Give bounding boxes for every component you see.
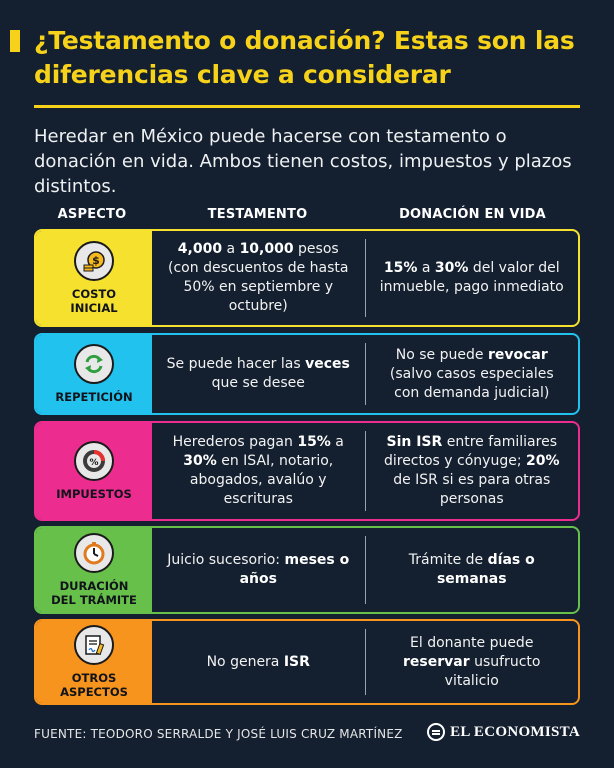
donation-cell: No se puede revocar (salvo casos especia…: [366, 335, 579, 413]
text-run: pesos (con descuentos de hasta 50% en se…: [168, 241, 349, 314]
bold-text: reservar: [403, 653, 470, 670]
comparison-row: OTROS ASPECTOS No genera ISR El donante pu…: [34, 619, 580, 705]
brand-name: EL ECONOMISTA: [450, 723, 580, 740]
text-run: No se puede: [395, 346, 488, 363]
text-run: usufructo vitalicio: [444, 653, 541, 689]
donation-cell: El donante puede reservar usufructo vita…: [366, 621, 579, 703]
aspect-label: OTROS ASPECTOS: [60, 671, 128, 699]
donation-cell: Sin ISR entre familiares directos y cóny…: [366, 423, 579, 519]
bold-text: Sin ISR: [386, 434, 443, 450]
coins-dollar-icon: $: [74, 241, 114, 281]
text-run: a: [222, 241, 240, 257]
svg-text:%: %: [89, 458, 98, 468]
comparison-row: % IMPUESTOS Herederos pagan 15% a 30% en I…: [34, 421, 580, 521]
header-donation: DONACIÓN EN VIDA: [399, 207, 546, 222]
bold-text: 30%: [434, 260, 469, 276]
brand-mark-icon: [427, 723, 446, 741]
aspect-label: COSTO INICIAL: [70, 287, 118, 315]
will-cell: Herederos pagan 15% a 30% en ISAI, notar…: [152, 423, 365, 519]
column-divider: [364, 629, 366, 695]
text-run: Se puede hacer las: [166, 356, 306, 372]
donation-cell: Trámite de días o semanas: [366, 528, 579, 612]
text-run: No genera: [206, 653, 284, 670]
donation-cell: 15% a 30% del valor del inmueble, pago i…: [366, 231, 579, 325]
bold-text: 30%: [183, 453, 217, 469]
repeat-arrows-icon: [74, 344, 114, 384]
clock-icon: [74, 533, 114, 573]
aspect-label: REPETICIÓN: [55, 390, 133, 404]
bold-text: veces: [305, 356, 350, 372]
will-cell: 4,000 a 10,000 pesos (con descuentos de …: [152, 231, 365, 325]
column-divider: [364, 343, 366, 405]
bold-text: 4,000: [177, 241, 223, 257]
aspect-cell: OTROS ASPECTOS: [36, 621, 152, 703]
bold-text: meses o años: [239, 552, 350, 587]
source-credit: FUENTE: TEODORO SERRALDE Y JOSÉ LUIS CRU…: [34, 727, 403, 741]
aspect-cell: % IMPUESTOS: [36, 423, 152, 519]
header-aspect: ASPECTO: [57, 207, 127, 222]
bold-text: días o semanas: [436, 552, 535, 587]
will-cell: Se puede hacer las veces que se desee: [152, 335, 365, 413]
brand-logo: EL ECONOMISTA: [427, 723, 580, 741]
bold-text: 20%: [526, 453, 560, 469]
column-divider: [364, 536, 366, 604]
aspect-cell: DURACIÓN DEL TRÁMITE: [36, 528, 152, 612]
title-accent-bar: [10, 30, 20, 52]
text-run: del valor del inmueble, pago inmediato: [379, 260, 564, 295]
intro-text: Heredar en México puede hacerse con test…: [34, 126, 572, 197]
bold-text: revocar: [487, 346, 548, 363]
bold-text: 15%: [383, 260, 418, 276]
text-run: entre familiares directos y cónyuge;: [383, 434, 557, 469]
comparison-row: REPETICIÓN Se puede hacer las veces que s…: [34, 333, 580, 415]
aspect-cell: REPETICIÓN: [36, 335, 152, 413]
header-will: TESTAMENTO: [207, 207, 308, 222]
svg-text:$: $: [92, 254, 100, 267]
text-run: a: [417, 260, 435, 276]
text-run: Juicio sucesorio:: [167, 552, 285, 568]
bold-text: ISR: [283, 653, 310, 670]
percent-chart-icon: %: [74, 441, 114, 481]
document-signature-icon: [74, 625, 114, 665]
page-title: ¿Testamento o donación? Estas son las di…: [34, 26, 575, 89]
title-divider: [34, 105, 580, 108]
text-run: a: [330, 434, 344, 450]
aspect-cell: $ COSTO INICIAL: [36, 231, 152, 325]
text-run: (salvo casos especiales con demanda judi…: [389, 365, 554, 401]
text-run: El donante puede: [410, 634, 534, 651]
comparison-row: $ COSTO INICIAL 4,000 a 10,000 pesos (con …: [34, 229, 580, 327]
text-run: Herederos pagan: [172, 434, 298, 450]
will-cell: No genera ISR: [152, 621, 365, 703]
text-run: en ISAI, notario, abogados, avalúo y esc…: [189, 453, 334, 507]
aspect-label: IMPUESTOS: [56, 487, 132, 501]
aspect-label: DURACIÓN DEL TRÁMITE: [51, 579, 137, 607]
bold-text: 15%: [297, 434, 331, 450]
column-divider: [364, 239, 366, 317]
text-run: que se desee: [211, 375, 305, 391]
column-divider: [364, 431, 366, 511]
text-run: de ISR si es para otras personas: [393, 472, 551, 507]
bold-text: 10,000: [239, 241, 294, 257]
text-run: Trámite de: [408, 552, 488, 568]
will-cell: Juicio sucesorio: meses o años: [152, 528, 365, 612]
comparison-row: DURACIÓN DEL TRÁMITE Juicio sucesorio: me…: [34, 526, 580, 614]
